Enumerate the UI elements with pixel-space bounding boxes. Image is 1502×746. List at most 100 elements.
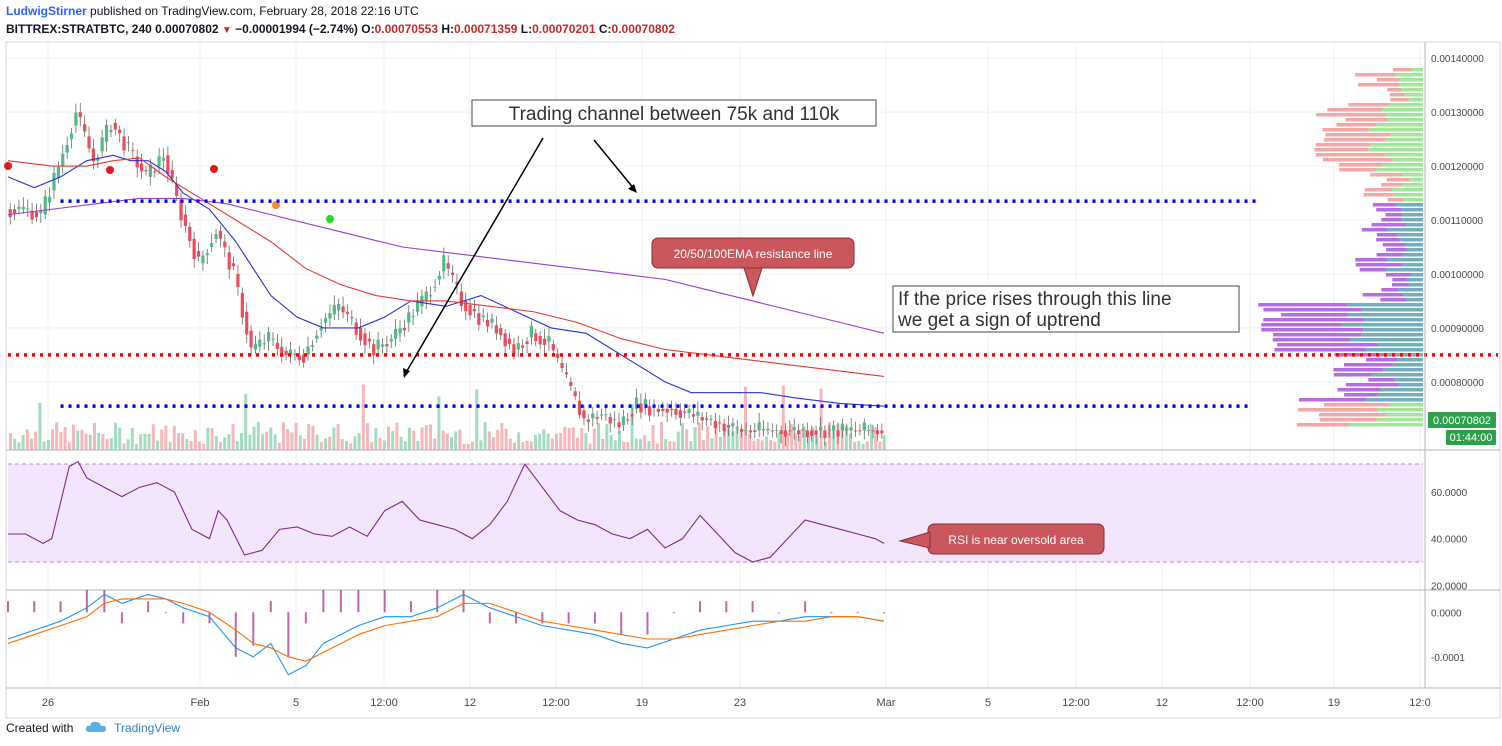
profile-down <box>1299 398 1367 402</box>
channel-textbox[interactable] <box>471 99 877 127</box>
ema-callout[interactable]: 20/50/100EMA resistance line <box>651 237 855 298</box>
volume-bar <box>676 431 680 450</box>
candle-body <box>678 410 682 418</box>
candle-body <box>83 124 87 132</box>
profile-up <box>1385 413 1423 417</box>
candle-body <box>810 430 814 436</box>
volume-bar <box>126 439 130 450</box>
macd-tick: 0.0000 <box>1431 608 1462 619</box>
last-price-tag-text: 0.00070802 <box>1433 415 1491 427</box>
volume-bar <box>769 440 773 450</box>
volume-bar <box>38 402 42 450</box>
volume-bar <box>588 443 592 450</box>
volume-bar <box>571 427 575 450</box>
time-tick: 19 <box>1328 697 1340 709</box>
volume-bar <box>849 433 852 450</box>
volume-bar <box>252 426 256 450</box>
candle-body <box>148 164 152 177</box>
profile-up <box>1402 253 1423 257</box>
candle-body <box>297 354 301 361</box>
candle-body <box>139 163 144 172</box>
volume-bar <box>752 440 756 450</box>
author-link[interactable]: LudwigStirner <box>6 4 87 18</box>
time-axis[interactable]: 26 Feb 5 12:00 12 12:00 19 23 Mar 5 12:00 12 12:00 19… <box>42 697 1431 709</box>
volume-bar <box>244 393 248 450</box>
signal-path <box>7 598 885 662</box>
volume-bar <box>265 431 269 450</box>
candle-body <box>459 291 463 306</box>
profile-up <box>1363 318 1423 322</box>
volume-bar <box>773 441 777 450</box>
volume-bar <box>765 436 768 450</box>
volume-bar <box>857 441 861 450</box>
volume-bar <box>777 432 781 450</box>
candle-body <box>153 171 157 173</box>
volume-bar <box>622 441 626 450</box>
candle-body <box>709 419 713 421</box>
candle-body <box>621 416 625 426</box>
profile-up <box>1398 288 1423 292</box>
candle-body <box>398 328 402 334</box>
volume-bar <box>882 435 886 450</box>
volume-bar <box>475 389 479 450</box>
countdown-tag-text: 01:44:00 <box>1450 432 1493 444</box>
volume-bar <box>273 434 277 450</box>
profile-down <box>1339 163 1384 167</box>
profile-up <box>1402 173 1423 177</box>
macd-tick: -0.0001 <box>1431 653 1465 664</box>
profile-down <box>1334 353 1385 357</box>
candle-body <box>310 345 315 347</box>
uptrend-textbox[interactable] <box>892 285 1240 333</box>
candle-body <box>748 430 753 433</box>
profile-up <box>1390 403 1423 407</box>
profile-down <box>1261 328 1364 332</box>
candle-body <box>832 425 836 431</box>
volume-bar <box>193 430 197 450</box>
candle-body <box>761 428 766 431</box>
volume-bar <box>815 435 819 450</box>
volume-bar <box>122 443 126 450</box>
candle-body <box>245 311 249 335</box>
candle-body <box>599 414 604 416</box>
arrowhead-icon <box>403 368 410 378</box>
candle-body <box>770 430 774 432</box>
candle-body <box>407 312 411 323</box>
volume-bar <box>823 441 827 450</box>
candle-body <box>880 430 884 434</box>
volume-bar <box>219 442 222 450</box>
volume-bar <box>445 433 449 450</box>
volume-bar <box>378 437 382 450</box>
symbol-name[interactable]: BITTREX:STRATBTC, 240 <box>6 22 152 36</box>
profile-up <box>1371 373 1423 377</box>
volume-bar <box>865 441 869 450</box>
profile-up <box>1361 308 1423 312</box>
candle-body <box>547 336 551 342</box>
profile-up <box>1376 418 1423 422</box>
symbol-legend: BITTREX:STRATBTC, 240 0.00070802 ▼ −0.00… <box>6 21 675 39</box>
price-axis[interactable]: 0.00140000 0.00130000 0.00120000 0.00110000… <box>1431 54 1484 664</box>
close-label: C: <box>598 22 612 36</box>
volume-bar <box>109 438 113 450</box>
candle-body <box>442 255 446 272</box>
macd-histogram-bar <box>620 612 623 635</box>
candle-body <box>437 275 442 280</box>
candle-body <box>240 292 244 318</box>
profile-down <box>1359 268 1386 272</box>
candle-body <box>867 429 871 431</box>
macd-histogram-bar <box>287 612 290 657</box>
volume-bar <box>618 431 621 450</box>
volume-bar <box>387 426 390 450</box>
candle-body <box>722 423 726 431</box>
volume-bar <box>353 436 357 450</box>
volume-bar <box>748 433 752 450</box>
candle-body <box>814 430 818 435</box>
tradingview-link[interactable]: TradingView <box>114 721 181 735</box>
volume-bar <box>181 433 185 450</box>
volume-bar <box>88 434 92 450</box>
candle-body <box>367 338 371 342</box>
candle-body <box>126 142 131 144</box>
candle-body <box>236 273 240 288</box>
volume-bar <box>357 433 361 450</box>
rsi-callout[interactable]: RSI is near oversold area <box>898 523 1105 555</box>
